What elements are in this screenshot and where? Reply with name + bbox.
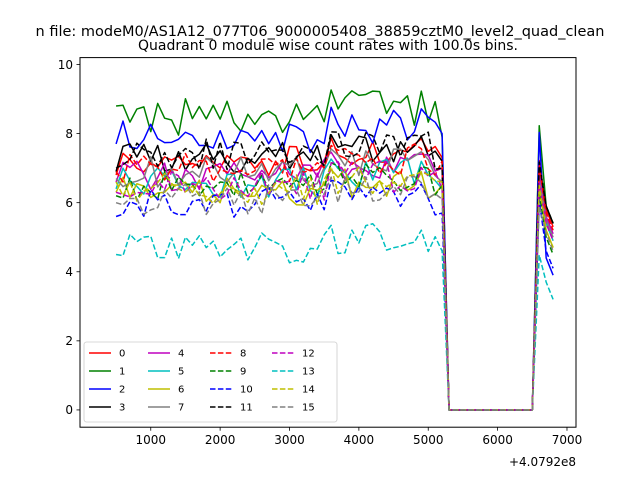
legend-label-14: 14 xyxy=(302,385,315,396)
legend-label-2: 2 xyxy=(119,385,125,396)
legend-label-7: 7 xyxy=(178,403,184,414)
legend-label-8: 8 xyxy=(240,349,246,360)
legend-label-4: 4 xyxy=(178,349,184,360)
legend-label-0: 0 xyxy=(119,349,125,360)
y-axis: 0 2 4 6 8 10 xyxy=(58,58,80,417)
x-offset-label: +4.0792e8 xyxy=(509,455,576,469)
x-tick-label: 3000 xyxy=(274,433,305,447)
y-tick-label: 0 xyxy=(65,403,73,417)
legend-box xyxy=(83,341,338,423)
figure-suptitle: n file: modeM0/AS1A12_077T06_9000005408_… xyxy=(36,24,605,40)
x-axis: 1000 2000 3000 4000 5000 6000 7000 xyxy=(135,427,582,447)
y-tick-label: 10 xyxy=(58,58,73,72)
x-tick-label: 7000 xyxy=(552,433,583,447)
legend-label-10: 10 xyxy=(240,385,253,396)
series-layer xyxy=(115,89,554,411)
y-tick-label: 4 xyxy=(65,265,73,279)
axes-frame xyxy=(79,57,577,428)
x-tick-label: 2000 xyxy=(205,433,236,447)
legend-label-9: 9 xyxy=(240,367,246,378)
x-tick-label: 1000 xyxy=(135,433,166,447)
legend-label-3: 3 xyxy=(119,403,125,414)
x-tick-label: 6000 xyxy=(482,433,513,447)
series-line-15 xyxy=(115,175,554,411)
legend-label-6: 6 xyxy=(178,385,184,396)
legend-label-1: 1 xyxy=(119,367,125,378)
legend-label-12: 12 xyxy=(302,349,315,360)
x-tick-label: 4000 xyxy=(344,433,375,447)
chart-title: Quadrant 0 module wise count rates with … xyxy=(138,38,518,54)
legend-label-11: 11 xyxy=(240,403,253,414)
y-tick-label: 8 xyxy=(65,127,73,141)
y-tick-label: 2 xyxy=(65,334,73,348)
legend-label-15: 15 xyxy=(302,403,315,414)
legend-label-5: 5 xyxy=(178,367,184,378)
series-line-8 xyxy=(115,143,554,411)
x-tick-label: 5000 xyxy=(413,433,444,447)
y-tick-label: 6 xyxy=(65,196,73,210)
legend-label-13: 13 xyxy=(302,367,315,378)
